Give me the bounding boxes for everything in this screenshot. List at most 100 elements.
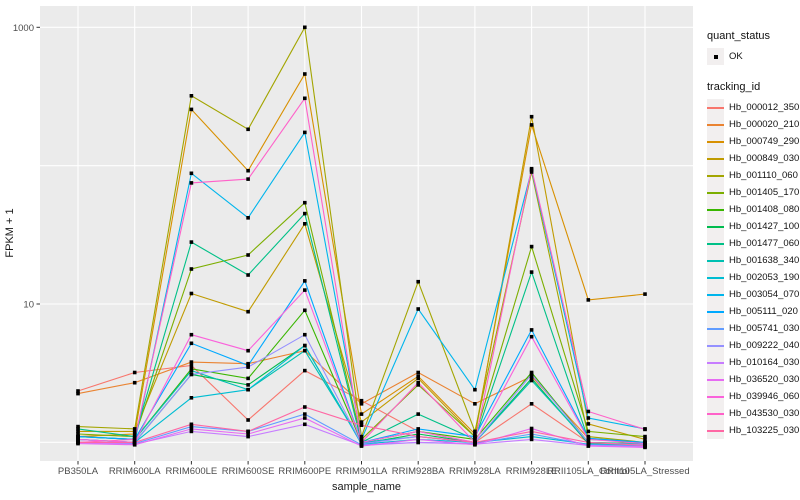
series-color-swatch	[707, 116, 724, 133]
series-color-swatch	[707, 252, 724, 269]
series-line-icon	[707, 209, 724, 211]
series-color-swatch	[707, 388, 724, 405]
legend-item-label: Hb_039946_060	[729, 391, 800, 402]
legend-key-box	[707, 48, 724, 65]
series-color-swatch	[707, 303, 724, 320]
legend-item-Hb_103225_030: Hb_103225_030	[707, 422, 800, 439]
data-points	[76, 25, 647, 450]
legend-item-Hb_010164_030: Hb_010164_030	[707, 354, 800, 371]
legend-item-label: Hb_000020_210	[729, 119, 800, 130]
series-color-swatch	[707, 320, 724, 337]
svg-text:RRIM928LE: RRIM928LE	[506, 466, 558, 477]
legend-item-Hb_009222_040: Hb_009222_040	[707, 337, 800, 354]
legend-item-label: OK	[729, 51, 743, 62]
series-color-swatch	[707, 184, 724, 201]
series-line-icon	[707, 311, 724, 313]
plot-area: 10 1000 PB350LA RRIM600LA RRIM600LE RRIM600SE…	[4, 6, 693, 493]
axis-ticks	[36, 26, 646, 465]
legend-item-Hb_001405_170: Hb_001405_170	[707, 184, 800, 201]
legend-item-Hb_000849_030: Hb_000849_030	[707, 150, 800, 167]
tracking-id-legend-title: tracking_id	[707, 81, 761, 93]
legend-item-label: Hb_005741_030	[729, 323, 800, 334]
gridlines	[40, 6, 693, 461]
legend-item-Hb_036520_030: Hb_036520_030	[707, 371, 800, 388]
x-axis-title: sample_name	[331, 481, 402, 493]
legend-item-label: Hb_001427_100	[729, 221, 800, 232]
series-line-icon	[707, 226, 724, 228]
series-line-icon	[707, 362, 724, 364]
series-line-icon	[707, 430, 724, 432]
legend-item-label: Hb_010164_030	[729, 357, 800, 368]
legend-item-label: Hb_000749_290	[729, 136, 800, 147]
svg-text:RRIM600PE: RRIM600PE	[278, 466, 331, 477]
plot-panel: 10 1000 PB350LA RRIM600LA RRIM600LE RRIM600SE…	[13, 6, 693, 477]
series-line-icon	[707, 124, 724, 126]
legend-item-ok: OK	[707, 48, 800, 65]
tracking-id-legend: tracking_id Hb_000012_350 Hb_000020_210 Hb…	[707, 81, 800, 439]
quant-status-legend-title: quant_status	[707, 30, 770, 42]
series-line-icon	[707, 175, 724, 177]
panel-background	[40, 6, 693, 461]
series-line-icon	[707, 328, 724, 330]
series-line-icon	[707, 396, 724, 398]
svg-text:RRIM600SE: RRIM600SE	[222, 466, 275, 477]
legend-item-Hb_003054_070: Hb_003054_070	[707, 286, 800, 303]
series-line-icon	[707, 379, 724, 381]
series-line-icon	[707, 413, 724, 415]
series-color-swatch	[707, 371, 724, 388]
series-line-icon	[707, 141, 724, 143]
series-line-icon	[707, 158, 724, 160]
legend-item-Hb_039946_060: Hb_039946_060	[707, 388, 800, 405]
svg-text:10: 10	[23, 300, 34, 311]
series-color-swatch	[707, 99, 724, 116]
legend-item-label: Hb_000012_350	[729, 102, 800, 113]
series-color-swatch	[707, 218, 724, 235]
tracking-id-legend-items: Hb_000012_350 Hb_000020_210 Hb_000749_290 H…	[707, 99, 800, 439]
series-color-swatch	[707, 422, 724, 439]
series-color-swatch	[707, 201, 724, 218]
legend-item-label: Hb_000849_030	[729, 153, 800, 164]
legend-item-label: Hb_009222_040	[729, 340, 800, 351]
legend-item-label: Hb_003054_070	[729, 289, 800, 300]
legend-item-Hb_043530_030: Hb_043530_030	[707, 405, 800, 422]
legend-item-Hb_005111_020: Hb_005111_020	[707, 303, 800, 320]
legend-item-label: Hb_043530_030	[729, 408, 800, 419]
series-line-icon	[707, 345, 724, 347]
legend-item-Hb_001427_100: Hb_001427_100	[707, 218, 800, 235]
legend-item-label: Hb_005111_020	[729, 306, 798, 317]
series-line-icon	[707, 243, 724, 245]
svg-text:RRIM600LA: RRIM600LA	[109, 466, 161, 477]
svg-text:1000: 1000	[13, 23, 34, 34]
series-color-swatch	[707, 269, 724, 286]
ok-point-icon	[713, 54, 718, 59]
legend-item-Hb_000012_350: Hb_000012_350	[707, 99, 800, 116]
series-line-icon	[707, 192, 724, 194]
legend-item-label: Hb_036520_030	[729, 374, 800, 385]
series-line-icon	[707, 260, 724, 262]
legend-item-Hb_001110_060: Hb_001110_060	[707, 167, 800, 184]
series-color-swatch	[707, 337, 724, 354]
svg-text:RRIM928LA: RRIM928LA	[449, 466, 501, 477]
y-axis-labels: 10 1000	[13, 23, 34, 311]
series-color-swatch	[707, 405, 724, 422]
svg-text:RRIM600LE: RRIM600LE	[166, 466, 218, 477]
series-color-swatch	[707, 133, 724, 150]
svg-text:PB350LA: PB350LA	[58, 466, 99, 477]
legend-item-Hb_000020_210: Hb_000020_210	[707, 116, 800, 133]
legend-item-Hb_001477_060: Hb_001477_060	[707, 235, 800, 252]
legend-panel: quant_status OK tracking_id Hb_000012_35…	[700, 0, 800, 500]
legend-item-label: Hb_103225_030	[729, 425, 800, 436]
series-color-swatch	[707, 286, 724, 303]
x-axis-labels: PB350LA RRIM600LA RRIM600LE RRIM600SE RRIM60…	[58, 466, 690, 477]
legend-item-Hb_001408_080: Hb_001408_080	[707, 201, 800, 218]
svg-text:RRIM928BA: RRIM928BA	[392, 466, 445, 477]
svg-text:RRII105LA_Stressed: RRII105LA_Stressed	[600, 466, 689, 477]
series-color-swatch	[707, 354, 724, 371]
legend-item-Hb_001638_340: Hb_001638_340	[707, 252, 800, 269]
series-line-icon	[707, 277, 724, 279]
series-color-swatch	[707, 167, 724, 184]
legend-item-label: Hb_001477_060	[729, 238, 800, 249]
svg-text:RRII105LA_Control: RRII105LA_Control	[547, 466, 629, 477]
legend-item-label: Hb_001405_170	[729, 187, 800, 198]
